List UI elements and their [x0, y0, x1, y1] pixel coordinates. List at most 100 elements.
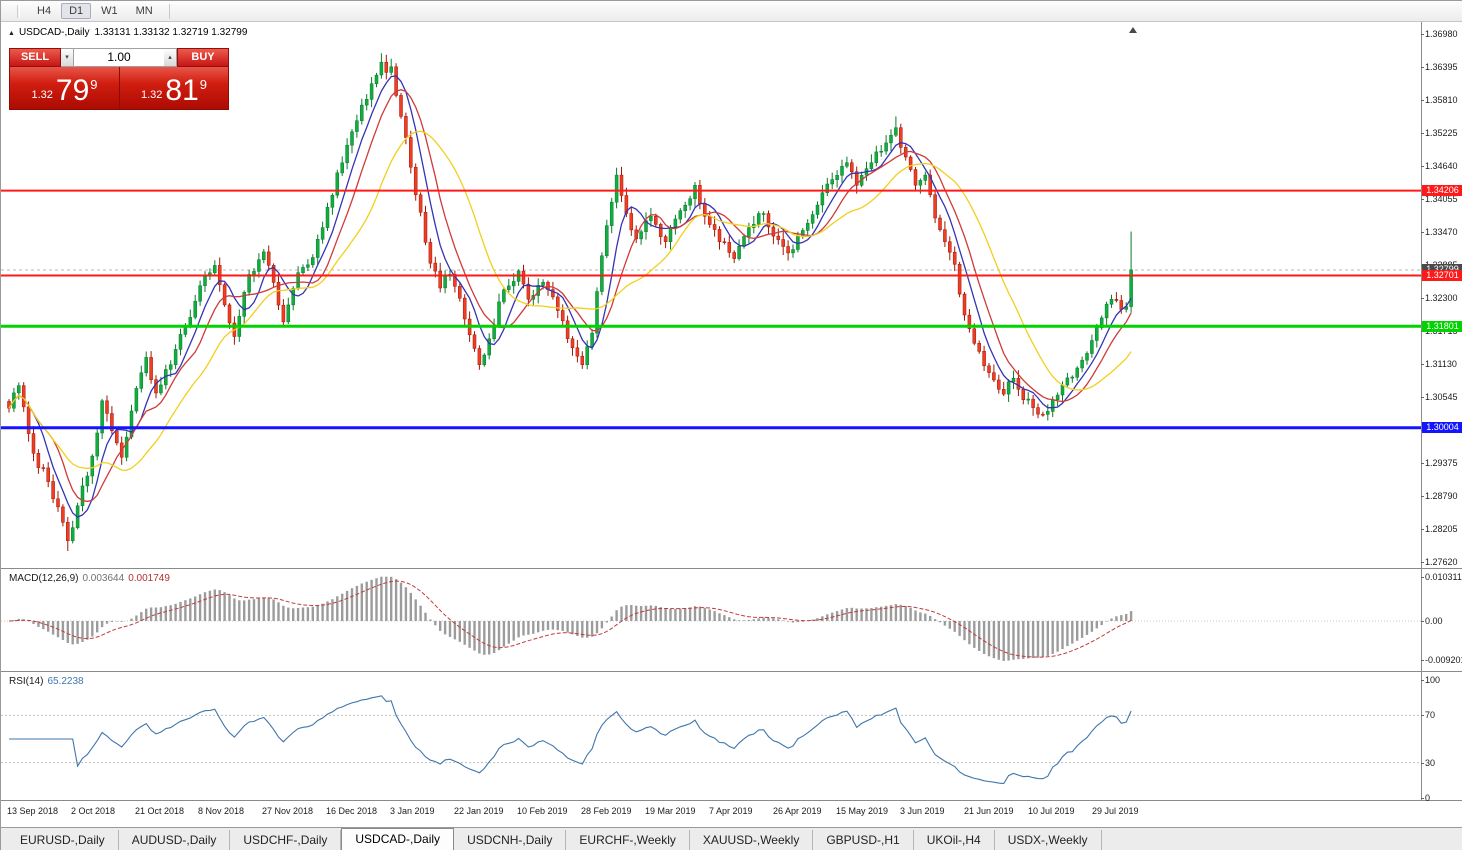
- macd-label: MACD(12,26,9) 0.003644 0.001749: [9, 573, 170, 584]
- macd-axis-label: -0.009201: [1421, 655, 1462, 665]
- level-price-tag: 1.31801: [1422, 321, 1462, 332]
- date-axis-label: 10 Feb 2019: [517, 806, 568, 816]
- one-click-collapse-icon[interactable]: ▲: [8, 30, 15, 37]
- buy-price-pips: 81: [165, 74, 199, 107]
- rsi-plot[interactable]: [1, 672, 1421, 800]
- pane-divider[interactable]: [1, 568, 1462, 569]
- date-axis-label: 15 May 2019: [836, 806, 889, 816]
- rsi-axis-label: 70: [1420, 710, 1436, 720]
- chart-header: ▲ USDCAD-,Daily 1.33131 1.33132 1.32719 1.…: [8, 27, 252, 38]
- date-axis-label: 10 Jul 2019: [1028, 806, 1075, 816]
- price-axis-label: 1.35810: [1421, 95, 1458, 105]
- chart-tab-usdx[interactable]: USDX-,Weekly: [995, 830, 1102, 850]
- price-chart-pane: ▲ USDCAD-,Daily 1.33131 1.33132 1.32719 1.…: [1, 22, 1462, 568]
- rsi-axis-label: 100: [1420, 675, 1441, 685]
- level-price-tag: 1.32701: [1422, 270, 1462, 281]
- one-click-trading-panel: SELL ▾ 1.00 ▴ BUY 1.32 79 9 1.32 81 9: [9, 48, 229, 110]
- rsi-value: 65.2238: [47, 676, 84, 687]
- date-axis[interactable]: 13 Sep 2018 2 Oct 2018 21 Oct 2018 8 Nov 20…: [1, 801, 1462, 827]
- buy-price-button[interactable]: 1.32 81 9: [119, 67, 229, 110]
- candlestick-plot[interactable]: [1, 22, 1421, 568]
- timeframe-button-mn[interactable]: MN: [135, 5, 153, 17]
- date-axis-label: 8 Nov 2018: [198, 806, 245, 816]
- price-axis-label: 1.33470: [1421, 227, 1458, 237]
- timeframe-button-h4[interactable]: H4: [37, 5, 52, 17]
- sell-price-point: 9: [90, 77, 98, 92]
- level-price-tag: 1.34206: [1422, 185, 1462, 196]
- chart-tab-xauusd[interactable]: XAUUSD-,Weekly: [690, 830, 814, 850]
- chart-tab-usdcad[interactable]: USDCAD-,Daily: [341, 828, 455, 850]
- volume-increase-button[interactable]: ▴: [164, 48, 177, 67]
- date-axis-label: 27 Nov 2018: [262, 806, 314, 816]
- date-axis-label: 2 Oct 2018: [71, 806, 116, 816]
- price-axis-label: 1.34055: [1421, 194, 1458, 204]
- rsi-axis-label: 30: [1420, 758, 1436, 768]
- sell-price-button[interactable]: 1.32 79 9: [9, 67, 119, 110]
- date-axis-label: 22 Jan 2019: [454, 806, 504, 816]
- price-axis-label: 1.35225: [1421, 128, 1458, 138]
- date-axis-label: 16 Dec 2018: [326, 806, 378, 816]
- date-axis-label: 13 Sep 2018: [7, 806, 59, 816]
- sell-button[interactable]: SELL: [9, 48, 61, 67]
- chart-tab-bar: EURUSD-,Daily AUDUSD-,Daily USDCHF-,Daily U…: [1, 827, 1462, 850]
- price-axis-label: 1.32300: [1421, 293, 1458, 303]
- price-axis-line: [1421, 22, 1422, 801]
- date-axis-label: 3 Jan 2019: [390, 806, 435, 816]
- price-axis-label: 1.28790: [1421, 491, 1458, 501]
- date-axis-label: 19 Mar 2019: [645, 806, 696, 816]
- price-axis-label: 1.28205: [1421, 524, 1458, 534]
- chart-ohlc-values: 1.33131 1.33132 1.32719 1.32799: [94, 27, 248, 38]
- price-axis-label: 1.30545: [1421, 392, 1458, 402]
- date-axis-label: 28 Feb 2019: [581, 806, 632, 816]
- macd-axis-label: 0.010311: [1421, 572, 1462, 582]
- chart-tab-audusd[interactable]: AUDUSD-,Daily: [119, 830, 231, 850]
- macd-axis-label: 0.00: [1421, 616, 1443, 626]
- chart-tab-usdchf[interactable]: USDCHF-,Daily: [230, 830, 342, 850]
- macd-indicator-pane: MACD(12,26,9) 0.003644 0.001749 0.010311 0.…: [1, 569, 1462, 671]
- buy-price-figure: 1.32: [140, 89, 163, 101]
- bid-price-tag: 1.32799: [1422, 264, 1462, 275]
- chart-tab-gbpusd[interactable]: GBPUSD-,H1: [813, 830, 914, 850]
- price-axis-label: 1.36980: [1421, 29, 1458, 39]
- timeframe-buttons: H4 D1 W1 MN: [29, 3, 163, 19]
- sell-price-figure: 1.32: [31, 89, 53, 101]
- buy-button[interactable]: BUY: [177, 48, 229, 67]
- level-price-tag: 1.30004: [1422, 422, 1462, 433]
- price-axis-label: 1.36395: [1421, 62, 1458, 72]
- date-axis-label: 3 Jun 2019: [900, 806, 945, 816]
- sell-price-pips: 79: [55, 74, 90, 107]
- rsi-indicator-pane: RSI(14) 65.2238 100 70 30 0: [1, 672, 1462, 803]
- pane-divider[interactable]: [1, 671, 1462, 672]
- date-axis-label: 21 Jun 2019: [964, 806, 1014, 816]
- macd-main-value: 0.003644: [82, 573, 125, 584]
- macd-name: MACD(12,26,9): [9, 573, 79, 584]
- chart-shift-marker[interactable]: [1129, 27, 1137, 33]
- date-axis-label: 26 Apr 2019: [773, 806, 822, 816]
- buy-price-point: 9: [199, 77, 208, 92]
- toolbar-separator: [168, 3, 170, 19]
- volume-decrease-button[interactable]: ▾: [61, 48, 74, 67]
- price-axis-label: 1.29375: [1421, 458, 1458, 468]
- pane-divider[interactable]: [1, 800, 1462, 801]
- timeframe-toolbar: H4 D1 W1 MN: [1, 1, 1462, 22]
- chart-symbol-label: USDCAD-,Daily: [18, 27, 90, 38]
- chart-tab-ukoil[interactable]: UKOil-,H4: [914, 830, 995, 850]
- macd-plot[interactable]: [1, 569, 1421, 671]
- rsi-name: RSI(14): [9, 676, 44, 687]
- date-axis-label: 21 Oct 2018: [135, 806, 185, 816]
- volume-input[interactable]: 1.00: [74, 48, 164, 67]
- toolbar-grip[interactable]: [17, 5, 20, 18]
- timeframe-button-w1[interactable]: W1: [101, 5, 118, 17]
- timeframe-button-d1[interactable]: D1: [61, 3, 92, 19]
- price-axis-label: 1.31130: [1421, 359, 1457, 369]
- date-axis-label: 7 Apr 2019: [709, 806, 753, 816]
- chart-tab-eurusd[interactable]: EURUSD-,Daily: [7, 830, 119, 850]
- date-axis-label: 29 Jul 2019: [1092, 806, 1139, 816]
- price-axis-label: 1.27620: [1421, 557, 1458, 567]
- chart-tab-usdcnh[interactable]: USDCNH-,Daily: [454, 830, 567, 850]
- chart-tab-eurchf[interactable]: EURCHF-,Weekly: [566, 830, 690, 850]
- rsi-axis-label: 0: [1420, 793, 1431, 803]
- macd-signal-value: 0.001749: [128, 573, 170, 584]
- price-axis-label: 1.34640: [1421, 161, 1458, 171]
